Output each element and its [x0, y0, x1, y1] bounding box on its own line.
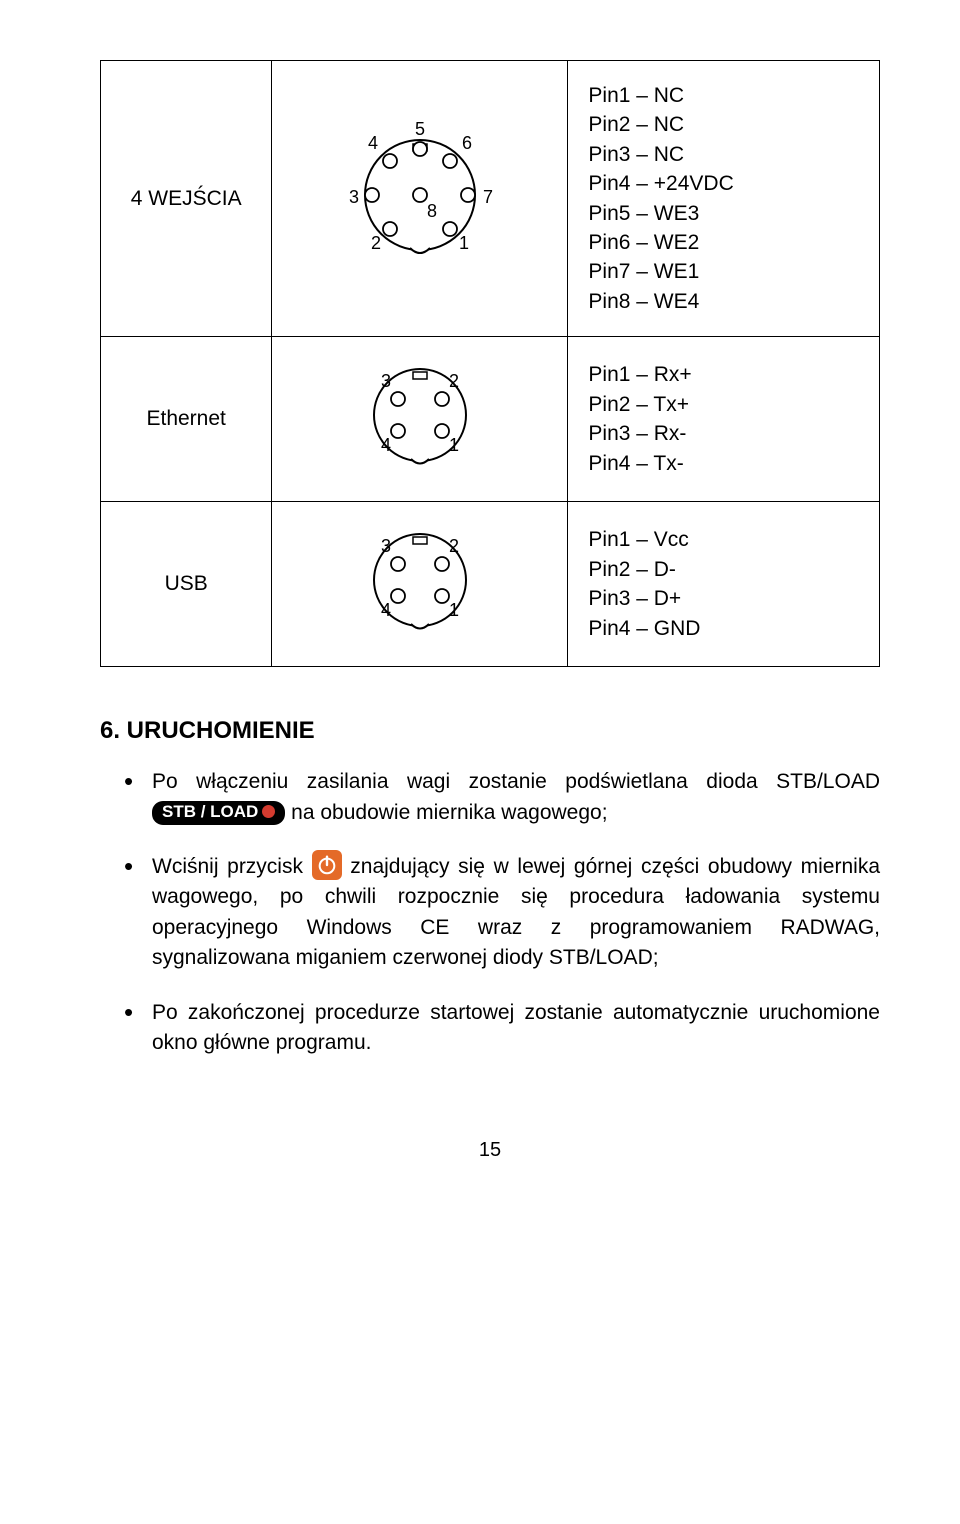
pin-line: Pin4 – Tx-	[588, 449, 865, 478]
svg-text:4: 4	[381, 435, 391, 455]
pin-line: Pin3 – D+	[588, 584, 865, 613]
bullet-item: Po włączeniu zasilania wagi zostanie pod…	[124, 767, 880, 828]
stb-load-badge: STB / LOAD	[152, 801, 285, 824]
pin-list: Pin1 – NCPin2 – NCPin3 – NCPin4 – +24VDC…	[568, 61, 880, 337]
pin-line: Pin2 – D-	[588, 555, 865, 584]
pin-line: Pin5 – WE3	[588, 199, 865, 228]
table-row: Ethernet 1 2 3 4 Pin1 – Rx+Pin2 – Tx+Pin3 – R…	[101, 337, 880, 502]
svg-text:5: 5	[415, 121, 425, 139]
pin-line: Pin8 – WE4	[588, 287, 865, 316]
pin-list: Pin1 – Rx+Pin2 – Tx+Pin3 – Rx-Pin4 – Tx-	[568, 337, 880, 502]
svg-text:3: 3	[381, 536, 391, 556]
bullet-text-post: na obudowie miernika wagowego;	[285, 801, 607, 824]
pin-line: Pin2 – NC	[588, 110, 865, 139]
table-row: 4 WEJŚCIA 1 2 3 4 5 6 7 8 Pin1 – NCPin2 – NCPin3 …	[101, 61, 880, 337]
svg-text:8: 8	[427, 201, 437, 221]
svg-text:2: 2	[449, 536, 459, 556]
stb-load-badge-text: STB / LOAD	[162, 802, 258, 821]
pin-line: Pin4 – GND	[588, 614, 865, 643]
section-title: 6. URUCHOMIENIE	[100, 717, 880, 745]
connector-diagram: 1 2 3 4	[272, 337, 568, 502]
svg-text:1: 1	[459, 233, 469, 253]
pin-line: Pin1 – NC	[588, 81, 865, 110]
svg-text:3: 3	[381, 371, 391, 391]
svg-text:4: 4	[381, 600, 391, 620]
pin-line: Pin7 – WE1	[588, 257, 865, 286]
bullet-text-pre: Wciśnij przycisk	[152, 855, 312, 878]
pin-line: Pin4 – +24VDC	[588, 169, 865, 198]
svg-text:3: 3	[349, 187, 359, 207]
bullet-text-pre: Po zakończonej procedurze startowej zost…	[152, 1001, 880, 1054]
row-label: USB	[101, 502, 272, 667]
led-icon	[262, 805, 275, 818]
connector-diagram: 1 2 3 4	[272, 502, 568, 667]
bullet-item: Wciśnij przycisk znajdujący się w lewej …	[124, 852, 880, 974]
svg-text:7: 7	[483, 187, 493, 207]
pin-list: Pin1 – VccPin2 – D-Pin3 – D+Pin4 – GND	[568, 502, 880, 667]
pin-line: Pin3 – Rx-	[588, 419, 865, 448]
svg-text:1: 1	[449, 435, 459, 455]
svg-text:2: 2	[371, 233, 381, 253]
connector-diagram: 1 2 3 4 5 6 7 8	[272, 61, 568, 337]
pin-line: Pin1 – Rx+	[588, 360, 865, 389]
power-icon	[312, 850, 342, 880]
pinout-table: 4 WEJŚCIA12345678Pin1 – NCPin2 – NCPin3 …	[100, 60, 880, 667]
table-row: USB 1 2 3 4 Pin1 – VccPin2 – D-Pin3 – D+Pin4 …	[101, 502, 880, 667]
row-label: Ethernet	[101, 337, 272, 502]
svg-text:4: 4	[368, 133, 378, 153]
pin-line: Pin2 – Tx+	[588, 390, 865, 419]
bullet-list: Po włączeniu zasilania wagi zostanie pod…	[124, 767, 880, 1059]
svg-text:6: 6	[462, 133, 472, 153]
pin-line: Pin6 – WE2	[588, 228, 865, 257]
bullet-text-pre: Po włączeniu zasilania wagi zostanie pod…	[152, 770, 880, 793]
pin-line: Pin3 – NC	[588, 140, 865, 169]
row-label: 4 WEJŚCIA	[101, 61, 272, 337]
bullet-item: Po zakończonej procedurze startowej zost…	[124, 998, 880, 1059]
svg-text:1: 1	[449, 600, 459, 620]
svg-text:2: 2	[449, 371, 459, 391]
page-number: 15	[100, 1139, 880, 1162]
pin-line: Pin1 – Vcc	[588, 525, 865, 554]
